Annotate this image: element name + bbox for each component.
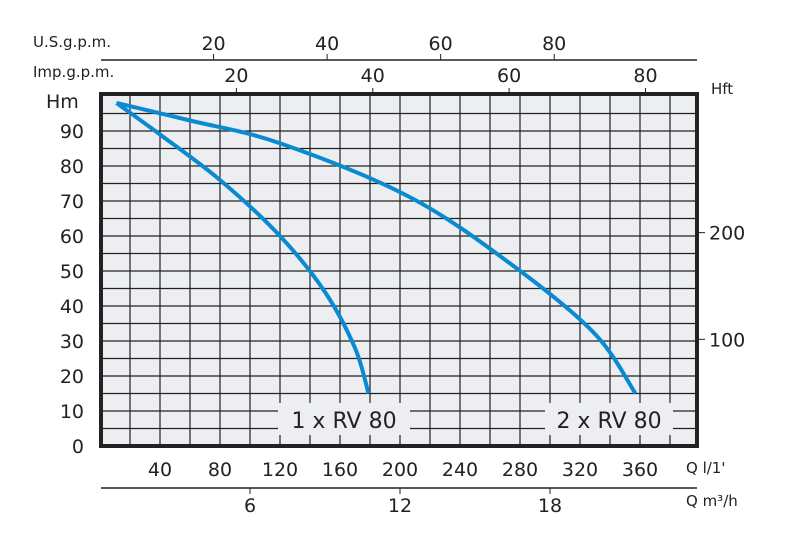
- y-tick-label: 10: [60, 401, 84, 423]
- m3h-tick-label: 6: [244, 495, 256, 517]
- us-gpm-axis-label: U.S.g.p.m.: [33, 33, 111, 51]
- x-axis-label: Q l/1': [686, 459, 725, 477]
- y-tick-label: 90: [60, 121, 84, 143]
- plot-background: [101, 94, 697, 446]
- m3h-tick-label: 12: [388, 495, 412, 517]
- x-tick-label: 280: [502, 459, 538, 481]
- y-tick-label: 80: [60, 156, 84, 178]
- plot-frame: [99, 92, 699, 448]
- y-axis-label: Hm: [46, 91, 79, 113]
- series-label: 1 x RV 80: [291, 409, 396, 434]
- y-tick-label: 20: [60, 366, 84, 388]
- x-tick-label: 160: [322, 459, 358, 481]
- y-tick-label: 60: [60, 226, 84, 248]
- y-tick-label: 30: [60, 331, 84, 353]
- imp-gpm-tick-label: 80: [633, 65, 657, 87]
- imp-gpm-tick-label: 20: [224, 65, 248, 87]
- us-gpm-tick-label: 20: [201, 33, 225, 55]
- imp-gpm-tick-label: 40: [361, 65, 385, 87]
- us-gpm-tick-label: 80: [542, 33, 566, 55]
- m3h-tick-label: 18: [538, 495, 562, 517]
- series-label: 2 x RV 80: [556, 409, 661, 434]
- y-tick-label: 0: [72, 436, 84, 458]
- y-tick-label: 70: [60, 191, 84, 213]
- hft-tick-label: 100: [709, 329, 745, 351]
- x-tick-label: 320: [562, 459, 598, 481]
- us-gpm-tick-label: 60: [429, 33, 453, 55]
- x-tick-label: 40: [148, 459, 172, 481]
- x-tick-label: 360: [622, 459, 658, 481]
- series-label-box: [278, 403, 410, 435]
- series-label-box: [545, 403, 673, 435]
- series-line-1: [115, 101, 371, 395]
- y-tick-label: 50: [60, 261, 84, 283]
- x-tick-label: 120: [262, 459, 298, 481]
- y-tick-label: 40: [60, 296, 84, 318]
- imp-gpm-axis-label: Imp.g.p.m.: [33, 63, 114, 81]
- hft-axis-label: Hft: [711, 80, 733, 98]
- x-tick-label: 80: [208, 459, 232, 481]
- us-gpm-tick-label: 40: [315, 33, 339, 55]
- imp-gpm-tick-label: 60: [497, 65, 521, 87]
- x-tick-label: 200: [382, 459, 418, 481]
- hft-tick-label: 200: [709, 223, 745, 245]
- series-line-2: [116, 101, 638, 395]
- x-tick-label: 240: [442, 459, 478, 481]
- m3h-axis-label: Q m³/h: [686, 492, 738, 510]
